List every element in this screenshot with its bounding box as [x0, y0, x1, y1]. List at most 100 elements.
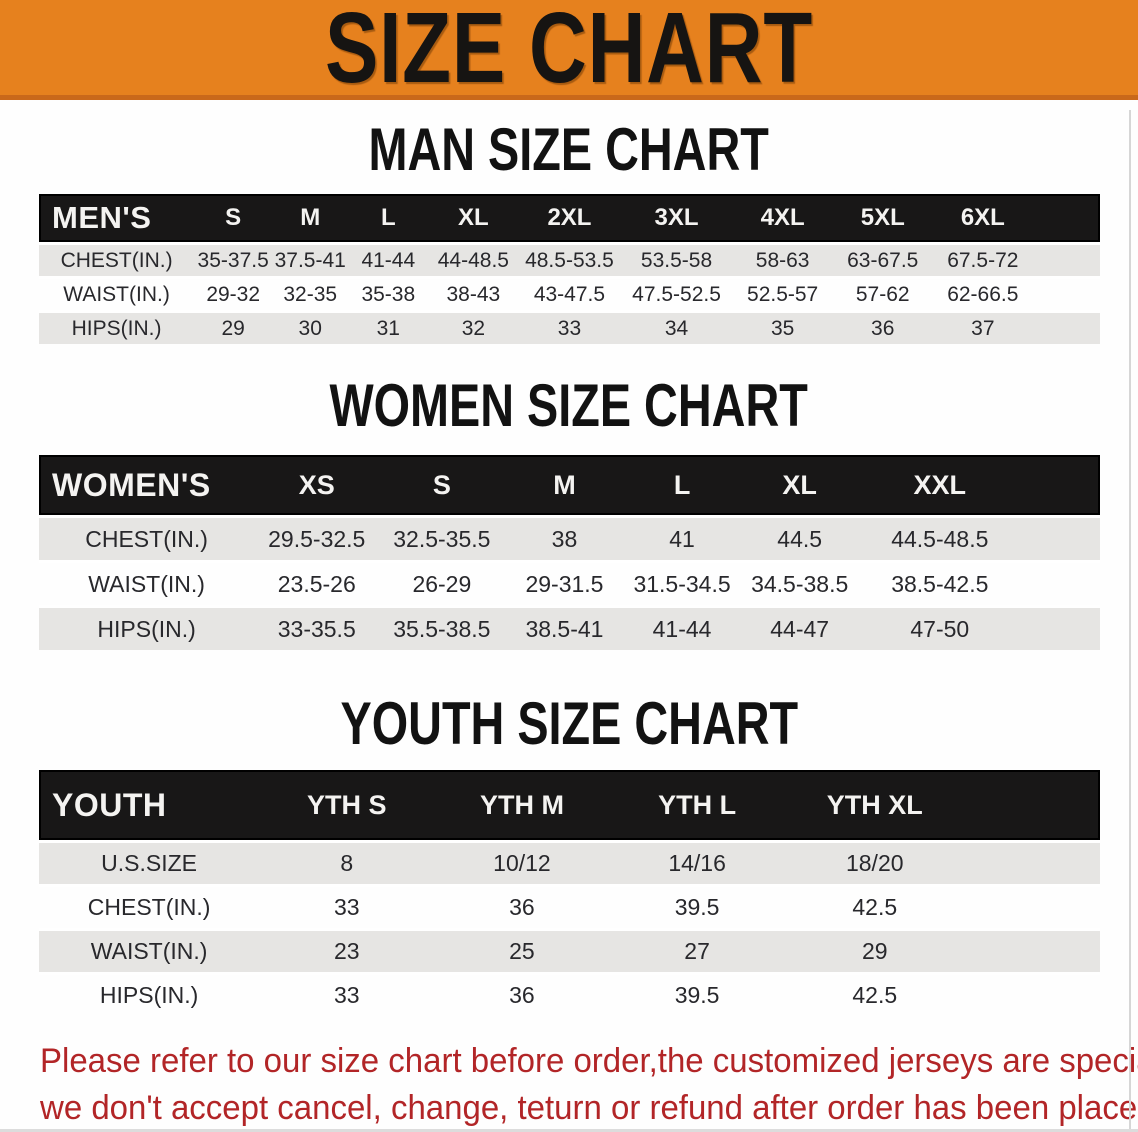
- measurement-value: 36: [434, 972, 610, 1016]
- row-spacer-cell: [964, 928, 1100, 972]
- size-column-header: YTH XL: [784, 770, 965, 840]
- measurement-label: HIPS(IN.): [39, 605, 255, 650]
- measurement-value: 36: [434, 884, 610, 928]
- size-column-header: XXL: [859, 455, 1020, 515]
- measurement-value: 39.5: [609, 884, 785, 928]
- size-column-header: 3XL: [620, 194, 733, 242]
- measurement-value: 39.5: [609, 972, 785, 1016]
- measurement-value: 47-50: [859, 605, 1020, 650]
- measurement-value: 8: [259, 840, 435, 884]
- measurement-value: 38: [504, 515, 625, 560]
- measurement-value: 29: [784, 928, 965, 972]
- measurement-value: 63-67.5: [832, 242, 933, 276]
- measurement-value: 41: [624, 515, 740, 560]
- men-size-table: MEN'S S M L XL 2XL 3XL 4XL 5XL 6XL CHEST(IN.) 35-37…: [39, 194, 1100, 344]
- measurement-value: 18/20: [784, 840, 965, 884]
- measurement-value: 29-32: [194, 276, 273, 310]
- size-column-header: 6XL: [932, 194, 1033, 242]
- measurement-value: 44.5-48.5: [859, 515, 1020, 560]
- size-column-header: 2XL: [518, 194, 621, 242]
- header-spacer-cell: [1019, 455, 1100, 515]
- measurement-row: CHEST(IN.) 29.5-32.5 32.5-35.5 38 41 44.5 44.5…: [39, 515, 1100, 560]
- women-size-section: WOMEN SIZE CHART WOMEN'S XS S M L XL XXL CHEST(…: [0, 372, 1138, 650]
- row-spacer-cell: [1032, 242, 1100, 276]
- measurement-value: 25: [434, 928, 610, 972]
- size-column-header: S: [379, 455, 505, 515]
- measurement-value: 34.5-38.5: [739, 560, 860, 605]
- measurement-value: 23: [259, 928, 435, 972]
- measurement-value: 33-35.5: [254, 605, 380, 650]
- measurement-value: 30: [272, 310, 349, 344]
- size-column-header: YTH S: [259, 770, 435, 840]
- size-column-header: S: [194, 194, 273, 242]
- men-category-label: MEN'S: [39, 194, 195, 242]
- youth-size-section: YOUTH SIZE CHART YOUTH YTH S YTH M YTH L YTH…: [0, 690, 1138, 1016]
- measurement-label: CHEST(IN.): [39, 884, 260, 928]
- measurement-value: 36: [832, 310, 933, 344]
- measurement-value: 29-31.5: [504, 560, 625, 605]
- measurement-row: U.S.SIZE 8 10/12 14/16 18/20: [39, 840, 1100, 884]
- measurement-value: 26-29: [379, 560, 505, 605]
- measurement-row: HIPS(IN.) 33-35.5 35.5-38.5 38.5-41 41-44 44-…: [39, 605, 1100, 650]
- youth-header-row: YOUTH YTH S YTH M YTH L YTH XL: [39, 770, 1100, 840]
- row-spacer-cell: [1019, 560, 1100, 605]
- measurement-value: 35-37.5: [194, 242, 273, 276]
- measurement-value: 38-43: [428, 276, 519, 310]
- measurement-value: 34: [620, 310, 733, 344]
- size-column-header: 4XL: [732, 194, 833, 242]
- row-spacer-cell: [1019, 515, 1100, 560]
- measurement-label: HIPS(IN.): [39, 972, 260, 1016]
- men-section-title: MAN SIZE CHART: [368, 116, 770, 183]
- measurement-value: 35.5-38.5: [379, 605, 505, 650]
- measurement-value: 57-62: [832, 276, 933, 310]
- size-column-header: 5XL: [832, 194, 933, 242]
- row-spacer-cell: [1032, 310, 1100, 344]
- measurement-value: 38.5-42.5: [859, 560, 1020, 605]
- measurement-value: 41-44: [348, 242, 429, 276]
- measurement-value: 32.5-35.5: [379, 515, 505, 560]
- women-category-label: WOMEN'S: [39, 455, 255, 515]
- size-column-header: YTH M: [434, 770, 610, 840]
- measurement-value: 37.5-41: [272, 242, 349, 276]
- measurement-value: 32: [428, 310, 519, 344]
- disclaimer-notice: Please refer to our size chart before or…: [40, 1038, 1138, 1132]
- measurement-value: 32-35: [272, 276, 349, 310]
- size-column-header: L: [624, 455, 740, 515]
- measurement-value: 33: [259, 884, 435, 928]
- bottom-edge-line: [0, 1129, 1138, 1132]
- row-spacer-cell: [964, 972, 1100, 1016]
- women-section-title: WOMEN SIZE CHART: [329, 372, 809, 439]
- measurement-value: 38.5-41: [504, 605, 625, 650]
- measurement-value: 33: [259, 972, 435, 1016]
- measurement-value: 23.5-26: [254, 560, 380, 605]
- measurement-row: HIPS(IN.) 33 36 39.5 42.5: [39, 972, 1100, 1016]
- measurement-row: CHEST(IN.) 33 36 39.5 42.5: [39, 884, 1100, 928]
- measurement-value: 42.5: [784, 972, 965, 1016]
- measurement-label: CHEST(IN.): [39, 242, 195, 276]
- size-column-header: XL: [739, 455, 860, 515]
- size-column-header: XS: [254, 455, 380, 515]
- measurement-row: HIPS(IN.) 29 30 31 32 33 34 35 36 37: [39, 310, 1100, 344]
- header-spacer-cell: [1032, 194, 1100, 242]
- men-size-section: MAN SIZE CHART MEN'S S M L XL 2XL 3XL 4XL 5XL 6XL…: [0, 116, 1138, 344]
- youth-section-title: YOUTH SIZE CHART: [340, 690, 798, 757]
- banner-title: SIZE CHART: [325, 0, 813, 104]
- measurement-row: WAIST(IN.) 23.5-26 26-29 29-31.5 31.5-34.5 34…: [39, 560, 1100, 605]
- measurement-value: 41-44: [624, 605, 740, 650]
- measurement-label: WAIST(IN.): [39, 276, 195, 310]
- measurement-value: 31.5-34.5: [624, 560, 740, 605]
- header-spacer-cell: [964, 770, 1100, 840]
- measurement-label: WAIST(IN.): [39, 560, 255, 605]
- disclaimer-line-1: Please refer to our size chart before or…: [40, 1042, 1138, 1080]
- measurement-value: 29: [194, 310, 273, 344]
- size-column-header: XL: [428, 194, 519, 242]
- measurement-row: WAIST(IN.) 23 25 27 29: [39, 928, 1100, 972]
- size-column-header: M: [504, 455, 625, 515]
- measurement-value: 52.5-57: [732, 276, 833, 310]
- measurement-value: 44-48.5: [428, 242, 519, 276]
- measurement-value: 10/12: [434, 840, 610, 884]
- measurement-value: 42.5: [784, 884, 965, 928]
- measurement-value: 35-38: [348, 276, 429, 310]
- measurement-value: 29.5-32.5: [254, 515, 380, 560]
- measurement-value: 44-47: [739, 605, 860, 650]
